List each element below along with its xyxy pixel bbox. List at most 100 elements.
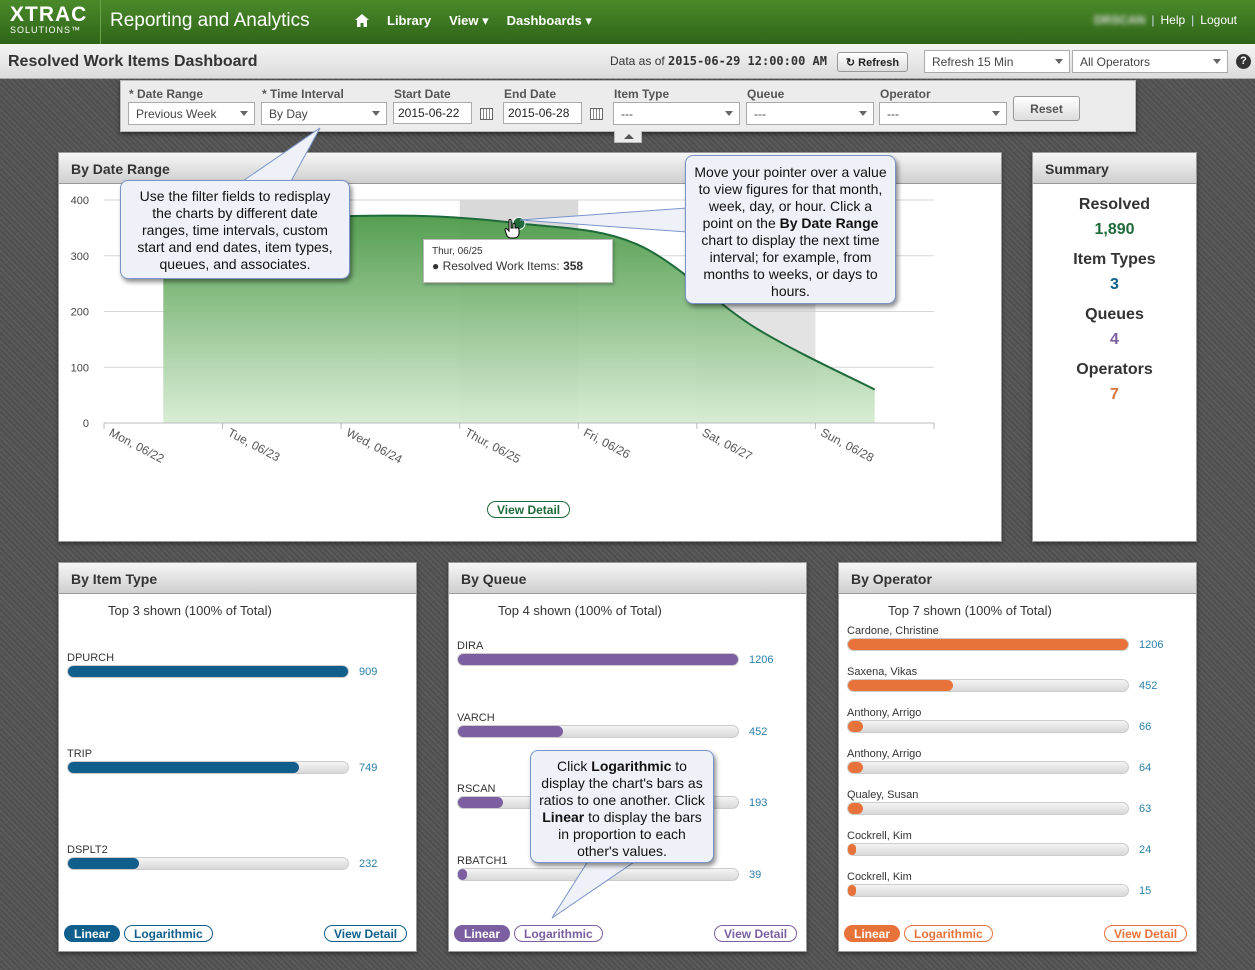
bar-label: Cockrell, Kim: [847, 830, 912, 842]
bar-track[interactable]: [847, 843, 1129, 856]
tooltip-date: Thur, 06/25: [432, 246, 483, 257]
bar-value: 193: [749, 797, 768, 809]
logarithmic-button[interactable]: Logarithmic: [124, 925, 213, 942]
bar-label: Anthony, Arrigo: [847, 707, 922, 719]
bar-track[interactable]: [457, 867, 739, 881]
view-detail-button[interactable]: View Detail: [1104, 925, 1188, 942]
callout-text: Move your pointer over a value to view f…: [694, 164, 887, 231]
panel-title: Summary: [1033, 153, 1196, 184]
bar-fill[interactable]: [458, 797, 503, 808]
time-interval-label: * Time Interval: [262, 87, 344, 101]
view-detail-button[interactable]: View Detail: [487, 501, 571, 518]
x-tick-label: Thur, 06/25: [463, 425, 523, 466]
summary-queues-value: 4: [1110, 331, 1119, 348]
bar-track[interactable]: [847, 679, 1129, 692]
scale-help-callout: Click Logarithmic to display the chart's…: [530, 750, 714, 863]
data-as-of-label: Data as of: [610, 54, 665, 68]
bar-track[interactable]: [67, 857, 349, 870]
operator-select[interactable]: ---: [879, 102, 1007, 125]
x-tick-label: Sat, 06/27: [700, 425, 755, 463]
bar-track[interactable]: [67, 761, 349, 774]
bar-value: 39: [749, 868, 762, 881]
bar-track[interactable]: [847, 884, 1129, 897]
user-name: DRSCAN: [1094, 13, 1146, 27]
help-icon[interactable]: ?: [1236, 54, 1251, 69]
bar-fill[interactable]: [848, 762, 863, 773]
end-date-input[interactable]: 2015-06-28: [503, 102, 582, 124]
chevron-down-icon: [372, 111, 380, 116]
chevron-down-icon: [1213, 59, 1221, 64]
home-button[interactable]: [355, 13, 369, 29]
bar-fill[interactable]: [458, 654, 738, 665]
reset-button[interactable]: Reset: [1013, 96, 1080, 121]
refresh-interval-select[interactable]: Refresh 15 Min: [924, 50, 1070, 73]
bar-fill[interactable]: [68, 666, 348, 677]
nav-view-menu[interactable]: View ▾: [449, 13, 489, 28]
bar-fill[interactable]: [68, 858, 140, 869]
logarithmic-button[interactable]: Logarithmic: [904, 925, 993, 942]
view-detail-button[interactable]: View Detail: [714, 925, 798, 942]
user-links: DRSCAN | Help | Logout: [1094, 13, 1237, 27]
bar-label: Saxena, Vikas: [847, 666, 918, 678]
callout-text: to display the chart's bars as ratios to…: [539, 758, 705, 808]
top-shown-note: Top 3 shown (100% of Total): [108, 603, 272, 618]
bar-track[interactable]: [457, 724, 739, 738]
bar-fill[interactable]: [848, 803, 863, 814]
item-type-select[interactable]: ---: [613, 102, 740, 125]
bar-track[interactable]: [847, 720, 1129, 733]
bar-fill[interactable]: [458, 868, 468, 880]
bar-fill[interactable]: [68, 762, 299, 773]
panel-title: By Operator: [839, 563, 1196, 594]
bar-fill[interactable]: [848, 639, 1128, 650]
y-tick-label: 0: [83, 418, 89, 430]
bar-label: DIRA: [457, 640, 484, 652]
xtrac-logo[interactable]: XTRAC SOLUTIONS™: [0, 0, 101, 44]
linear-button[interactable]: Linear: [64, 925, 121, 942]
bar-label: Cockrell, Kim: [847, 871, 912, 883]
bar-fill[interactable]: [458, 725, 563, 737]
refresh-icon: ↻: [845, 56, 856, 69]
linear-button[interactable]: Linear: [454, 925, 511, 942]
summary-resolved-label: Resolved: [1078, 196, 1151, 213]
help-link[interactable]: Help: [1160, 13, 1186, 27]
bar-track[interactable]: [457, 653, 739, 666]
view-detail-button[interactable]: View Detail: [324, 925, 408, 942]
operator-label: Operator: [880, 87, 931, 101]
bar-track[interactable]: [847, 802, 1129, 815]
callout-bold: Logarithmic: [591, 758, 672, 774]
bar-track[interactable]: [847, 638, 1129, 651]
bar-value: 63: [1139, 803, 1152, 815]
tooltip-value: 358: [563, 259, 584, 273]
operators-select[interactable]: All Operators: [1072, 50, 1228, 73]
start-date-input[interactable]: 2015-06-22: [393, 102, 472, 124]
bar-fill[interactable]: [848, 721, 864, 732]
logarithmic-button[interactable]: Logarithmic: [514, 925, 603, 942]
refresh-button[interactable]: ↻ Refresh: [837, 52, 908, 72]
refresh-interval-value: Refresh 15 Min: [932, 55, 1014, 69]
y-tick-label: 400: [71, 195, 89, 207]
chevron-down-icon: [1055, 59, 1063, 64]
summary-item-types-value: 3: [1110, 276, 1119, 293]
time-interval-select[interactable]: By Day: [261, 102, 387, 125]
separator: |: [1151, 13, 1155, 27]
nav-library[interactable]: Library: [387, 13, 432, 28]
calendar-icon[interactable]: [480, 108, 493, 120]
collapse-filters-tab[interactable]: [614, 131, 642, 143]
logout-link[interactable]: Logout: [1200, 13, 1237, 27]
bar-value: 232: [359, 858, 378, 870]
date-range-select[interactable]: Previous Week: [128, 102, 255, 125]
bar-track[interactable]: [847, 761, 1129, 774]
bar-fill[interactable]: [848, 885, 856, 896]
bar-label: VARCH: [457, 711, 495, 724]
linear-button[interactable]: Linear: [844, 925, 901, 942]
calendar-icon[interactable]: [590, 108, 603, 120]
nav-dashboards-menu[interactable]: Dashboards ▾: [506, 13, 592, 28]
bar-fill[interactable]: [848, 844, 856, 855]
filter-bar: * Date Range Previous Week * Time Interv…: [120, 80, 1136, 132]
callout-bold: By Date Range: [779, 215, 879, 231]
summary-item-types-label: Item Types: [1073, 251, 1156, 268]
bar-track[interactable]: [67, 665, 349, 678]
page-title: Resolved Work Items Dashboard: [8, 53, 258, 70]
bar-fill[interactable]: [848, 680, 953, 691]
queue-select[interactable]: ---: [746, 102, 874, 125]
